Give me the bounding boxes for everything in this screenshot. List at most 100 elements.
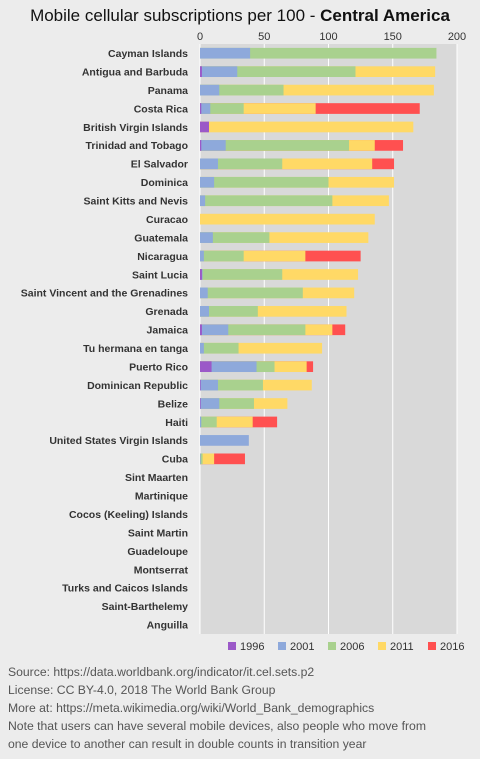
category-label: Puerto Rico <box>129 361 188 373</box>
bar-2006 <box>200 342 239 354</box>
category-label: Trinidad and Tobago <box>86 140 188 152</box>
legend-label: 2016 <box>440 641 464 653</box>
category-label: Haiti <box>165 417 188 429</box>
chart-title-region: Central America <box>320 6 450 25</box>
bar-2006 <box>200 287 303 299</box>
chart-legend: 1996 2001 2006 2011 2016 <box>228 641 464 653</box>
bar-2001 <box>200 379 218 391</box>
category-label: Saint-Barthelemy <box>102 601 189 613</box>
chart-title: Mobile cellular subscriptions per 100 - … <box>0 6 480 26</box>
bar-2001 <box>200 435 249 446</box>
bar-2011 <box>200 453 215 465</box>
legend-swatch <box>378 642 386 650</box>
category-label: Grenada <box>145 306 188 318</box>
bar-2011 <box>200 103 316 114</box>
category-label: British Virgin Islands <box>83 122 188 134</box>
category-label: Jamaica <box>147 325 189 337</box>
bar-2006 <box>200 453 203 465</box>
bar-2006 <box>200 103 244 114</box>
bar-2006 <box>200 158 283 170</box>
category-label: Anguilla <box>147 620 189 632</box>
bar-1996 <box>200 379 201 391</box>
x-tick-label: 150 <box>384 31 402 43</box>
x-tick-label: 50 <box>258 31 270 43</box>
footer-note-line-1: Note that users can have several mobile … <box>8 719 426 733</box>
category-label: Saint Lucia <box>132 269 188 281</box>
bar-2011 <box>200 158 373 170</box>
legend-label: 2001 <box>290 641 314 653</box>
category-label: Saint Vincent and the Grenadines <box>21 288 188 300</box>
bar-2016 <box>200 453 245 465</box>
chart-title-prefix: Mobile cellular subscriptions per 100 - <box>30 6 321 25</box>
bar-2011 <box>200 213 375 225</box>
bar-2006 <box>200 140 350 151</box>
bar-2006 <box>200 176 329 188</box>
bar-2001 <box>200 250 204 262</box>
bar-2006 <box>200 324 306 336</box>
category-label: Panama <box>148 85 188 97</box>
bar-2001 <box>200 84 220 96</box>
legend-swatch <box>228 642 236 650</box>
bar-2006 <box>200 66 356 78</box>
bar-1996 <box>200 140 202 151</box>
footer-more: More at: https://meta.wikimedia.org/wiki… <box>8 701 375 715</box>
bar-1996 <box>200 66 202 78</box>
category-label: Saint Martin <box>128 527 188 539</box>
bar-2006 <box>200 84 284 96</box>
bar-2006 <box>200 250 244 262</box>
bar-2001 <box>200 287 208 299</box>
legend-label: 2011 <box>390 641 414 653</box>
category-label: Antigua and Barbuda <box>82 66 188 78</box>
bar-2001 <box>200 305 209 317</box>
x-tick-label: 0 <box>197 31 203 43</box>
bar-2001 <box>200 66 238 78</box>
bar-2001 <box>200 176 215 188</box>
legend-swatch <box>328 642 336 650</box>
category-label: Cocos (Keeling) Islands <box>69 509 188 521</box>
bar-2006 <box>200 232 270 243</box>
category-label: Tu hermana en tanga <box>83 343 188 355</box>
category-label: Saint Kitts and Nevis <box>84 196 189 208</box>
bar-2001 <box>200 453 201 465</box>
footer-license: License: CC BY-4.0, 2018 The World Bank … <box>8 683 276 697</box>
bar-1996 <box>200 324 202 336</box>
bar-2011 <box>200 250 306 262</box>
bar-2001 <box>200 195 206 207</box>
bar-2001 <box>200 398 220 409</box>
category-label: Turks and Caicos Islands <box>62 583 188 595</box>
bar-2011 <box>200 232 369 243</box>
bar-2001 <box>200 361 257 373</box>
category-label: Belize <box>158 398 189 410</box>
category-label: Dominican Republic <box>87 380 188 392</box>
legend-label: 2006 <box>340 641 364 653</box>
chart-plot: 0 50 100 150 200 Cayman Islands Antigua and Ba… <box>21 31 466 634</box>
bar-1996 <box>200 121 209 133</box>
bar-2006 <box>200 195 333 207</box>
bar-2001 <box>200 416 202 428</box>
category-label: Guatemala <box>134 232 188 244</box>
category-label: El Salvador <box>131 159 188 171</box>
bar-2006 <box>200 47 437 59</box>
category-label: United States Virgin Islands <box>49 435 188 447</box>
category-label: Martinique <box>135 491 188 503</box>
bar-1996 <box>200 361 212 373</box>
legend-label: 1996 <box>240 641 264 653</box>
bar-2001 <box>200 342 204 354</box>
bar-2011 <box>200 342 323 354</box>
category-label: Nicaragua <box>137 251 188 263</box>
bar-2001 <box>200 158 218 170</box>
x-tick-label: 100 <box>319 31 337 43</box>
bar-1996 <box>200 269 202 280</box>
category-label: Curacao <box>146 214 188 226</box>
bar-2001 <box>200 232 213 243</box>
bar-2011 <box>200 305 347 317</box>
footer-note-line-2: one device to another can result in doub… <box>8 737 367 751</box>
legend-swatch <box>428 642 436 650</box>
bar-2006 <box>200 379 263 391</box>
bar-2006 <box>200 398 254 409</box>
category-label: Dominica <box>141 177 188 189</box>
bar-2001 <box>200 324 229 336</box>
category-label: Sint Maarten <box>125 472 188 484</box>
bar-2011 <box>200 416 253 428</box>
category-label: Costa Rica <box>134 103 188 115</box>
